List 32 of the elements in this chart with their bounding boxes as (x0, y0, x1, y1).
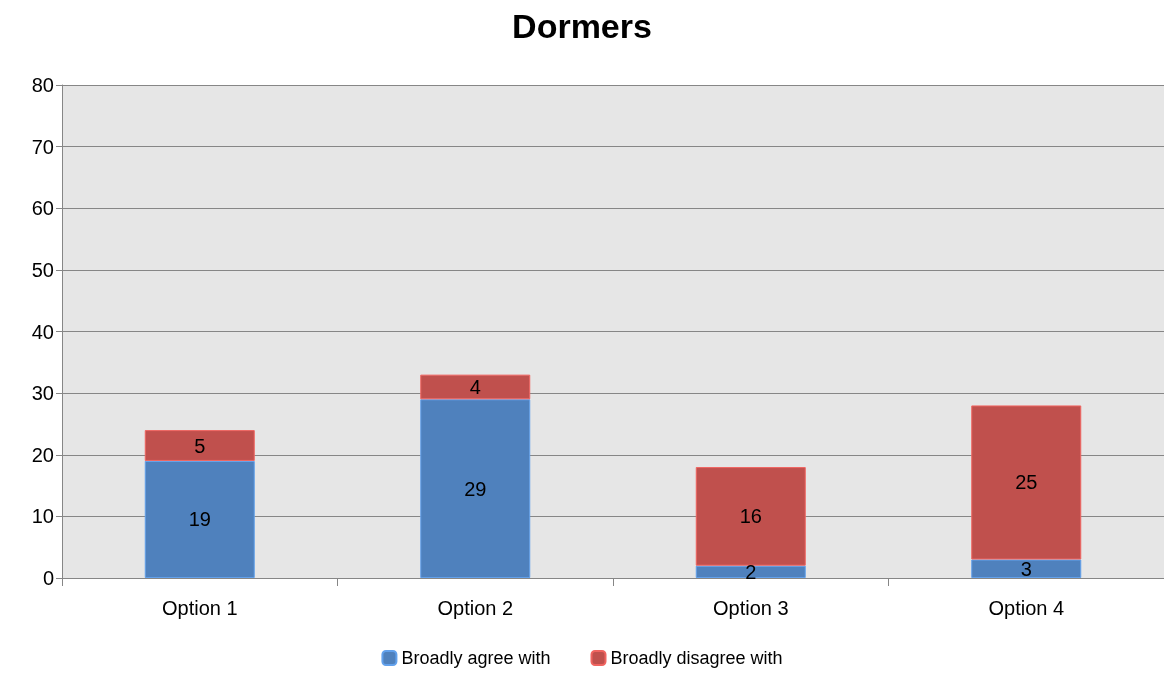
x-tick-label: Option 4 (988, 597, 1065, 619)
y-tick-label: 40 (31, 320, 54, 343)
chart-title: Dormers (512, 7, 652, 45)
data-label: 16 (739, 505, 762, 528)
x-tick-label: Option 1 (161, 597, 238, 619)
y-tick-label: 20 (31, 443, 54, 466)
bar (695, 467, 806, 566)
legend-label: Broadly disagree with (610, 648, 783, 668)
y-tick-label: 80 (31, 74, 54, 96)
x-tick-label: Option 3 (712, 597, 789, 619)
data-label: 3 (1020, 557, 1032, 580)
bar (971, 559, 1082, 578)
data-label: 19 (188, 508, 211, 531)
y-tick-label: 60 (31, 197, 54, 220)
data-label: 2 (745, 560, 757, 583)
bar (420, 399, 531, 578)
y-tick-label: 50 (31, 258, 54, 281)
y-tick-label: 0 (42, 567, 54, 589)
bar (695, 565, 806, 578)
legend-label: Broadly agree with (401, 648, 551, 668)
y-tick-label: 10 (31, 505, 54, 528)
y-tick-label: 70 (31, 135, 54, 158)
bar (144, 460, 255, 578)
y-tick-label: 30 (31, 382, 54, 405)
data-label: 29 (464, 477, 487, 500)
bar (144, 430, 255, 461)
data-label: 25 (1015, 471, 1038, 494)
data-label: 5 (194, 434, 206, 457)
x-tick-label: Option 2 (437, 597, 514, 619)
data-label: 4 (469, 375, 481, 398)
bar (420, 374, 531, 400)
bar (971, 405, 1082, 560)
